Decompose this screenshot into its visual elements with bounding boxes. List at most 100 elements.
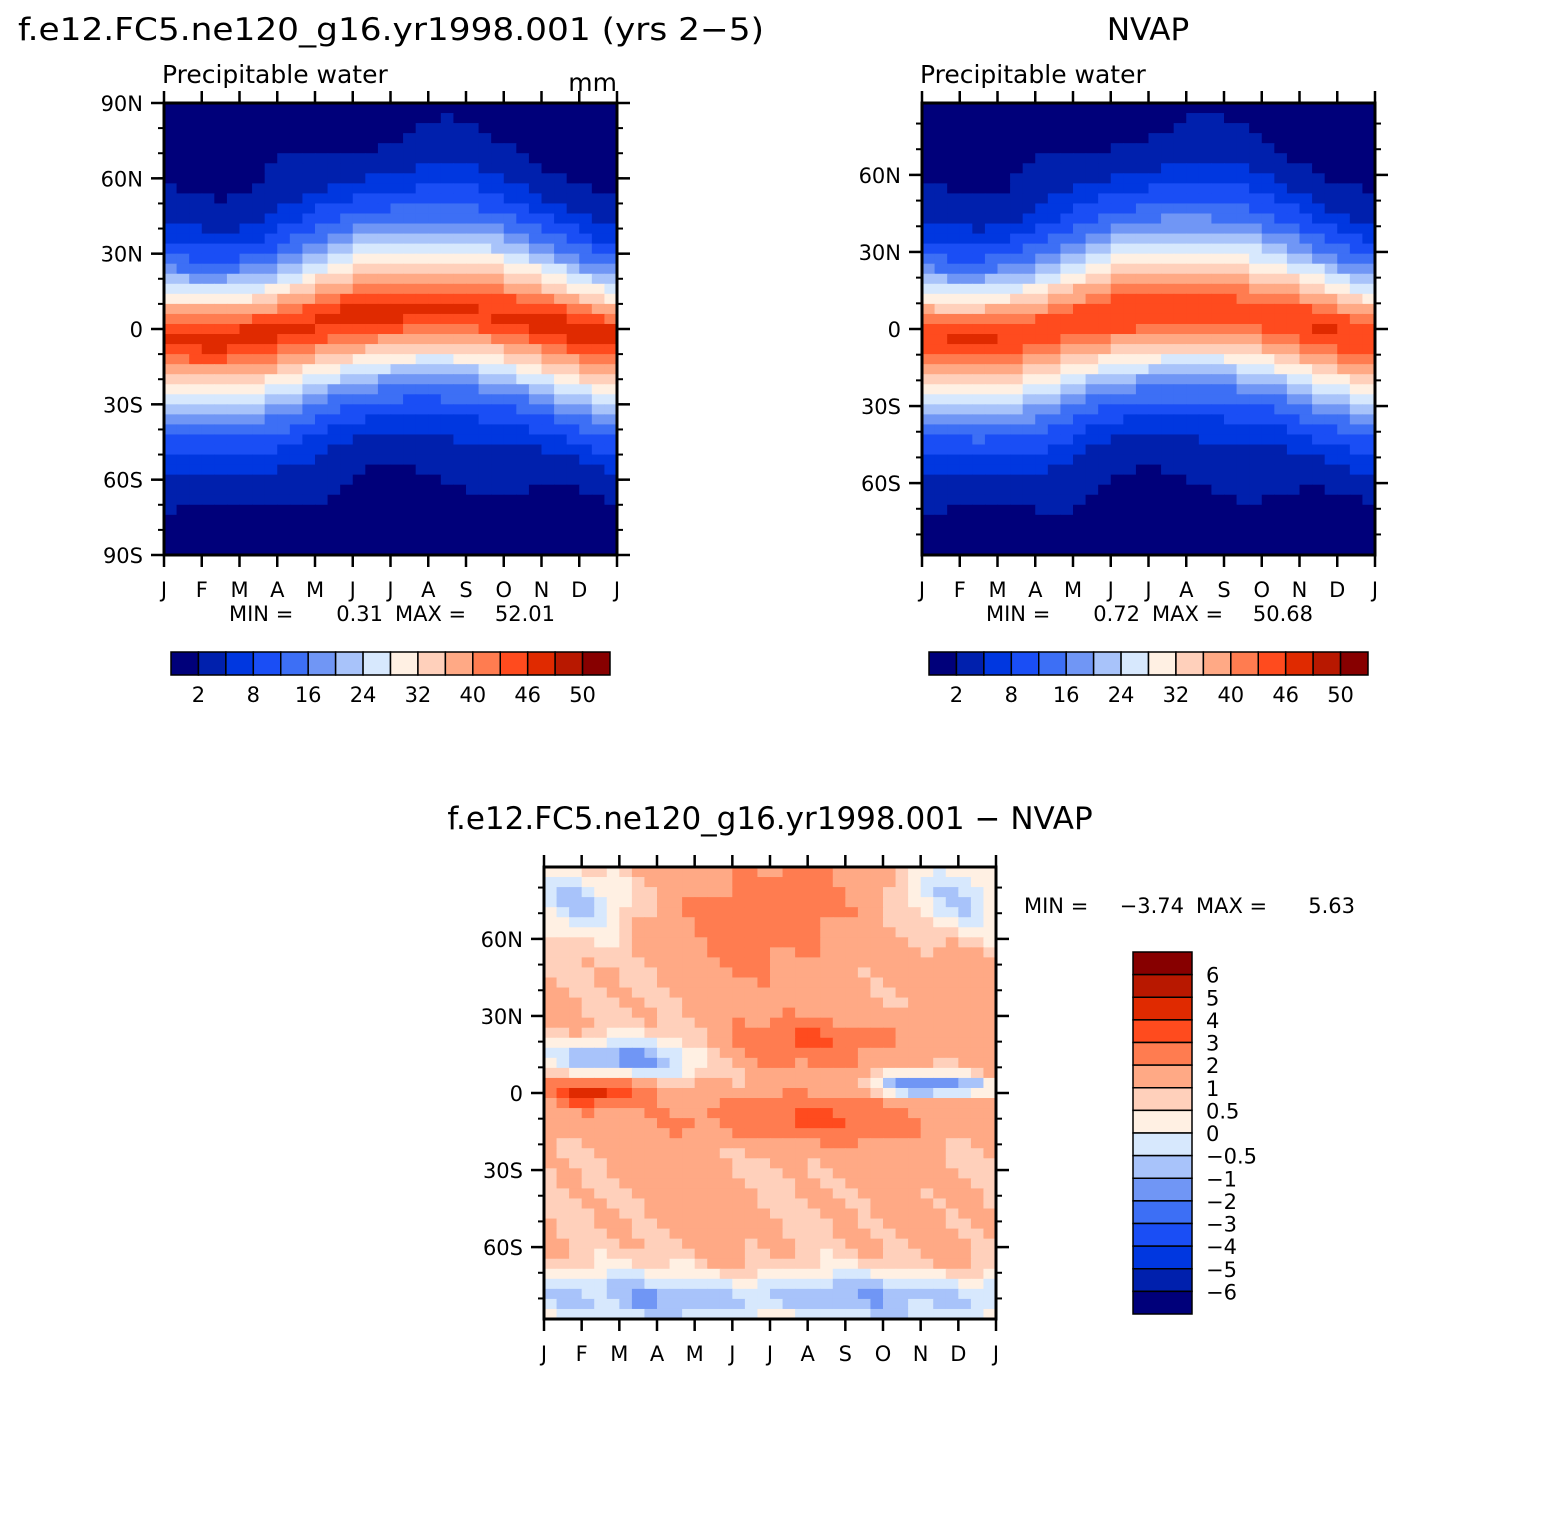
field-cell	[947, 364, 961, 375]
field-cell	[657, 1238, 671, 1250]
field-cell	[770, 1208, 784, 1220]
field-cell	[516, 364, 530, 375]
field-cell	[1148, 464, 1162, 476]
field-cell	[1073, 354, 1087, 365]
field-cell	[984, 334, 999, 345]
field-cell	[541, 193, 555, 205]
field-cell	[1274, 404, 1288, 415]
field-cell	[757, 1047, 771, 1059]
panel2-title: NVAP	[1107, 12, 1189, 48]
field-cell	[1098, 203, 1112, 215]
field-cell	[164, 183, 178, 194]
field-cell	[959, 434, 973, 446]
field-cell	[1312, 243, 1326, 255]
field-cell	[644, 1198, 658, 1210]
field-cell	[1337, 273, 1351, 285]
field-cell	[895, 997, 909, 1009]
field-cell	[908, 1047, 922, 1059]
field-cell	[1148, 153, 1162, 164]
field-cell	[895, 947, 909, 958]
field-cell	[252, 173, 266, 184]
field-cell	[970, 877, 985, 888]
field-cell	[644, 1178, 658, 1190]
field-cell	[516, 394, 530, 405]
field-cell	[1299, 364, 1313, 375]
field-cell	[1324, 283, 1338, 295]
field-cell	[604, 193, 618, 205]
field-cell	[631, 897, 646, 908]
field-cell	[415, 414, 429, 426]
field-cell	[757, 1108, 771, 1119]
field-cell	[569, 987, 583, 999]
field-cell	[528, 454, 543, 466]
field-cell	[1299, 103, 1313, 114]
field-cell	[970, 1198, 985, 1210]
field-cell	[1198, 434, 1213, 446]
field-cell	[1249, 524, 1263, 536]
field-cell	[770, 1108, 784, 1119]
field-cell	[554, 133, 568, 144]
field-cell	[556, 1178, 570, 1190]
field-cell	[1299, 424, 1313, 436]
field-cell	[1161, 454, 1175, 466]
field-cell	[327, 113, 341, 124]
field-cell	[1123, 183, 1137, 194]
field-cell	[657, 997, 671, 1009]
field-cell	[377, 133, 392, 144]
field-cell	[214, 474, 228, 486]
field-cell	[591, 374, 606, 385]
field-cell	[958, 917, 972, 928]
y-tick-label: 30S	[103, 393, 143, 417]
field-cell	[516, 243, 530, 255]
field-cell	[933, 1138, 947, 1149]
field-cell	[1085, 233, 1099, 245]
field-cell	[453, 424, 467, 436]
field-cell	[870, 1067, 884, 1079]
field-cell	[795, 1198, 809, 1210]
field-cell	[959, 364, 973, 375]
colorbar-box	[307, 651, 337, 676]
field-cell	[631, 887, 646, 898]
field-cell	[945, 1027, 959, 1039]
field-cell	[845, 1067, 859, 1079]
field-cell	[1362, 163, 1376, 174]
field-cell	[1173, 384, 1187, 395]
field-cell	[594, 1268, 608, 1280]
field-cell	[503, 163, 517, 174]
field-cell	[289, 233, 304, 245]
field-cell	[807, 957, 821, 969]
field-cell	[694, 1077, 708, 1089]
field-cell	[352, 293, 366, 305]
field-cell	[491, 364, 505, 375]
field-cell	[807, 1098, 821, 1109]
field-cell	[744, 887, 759, 898]
field-cell	[226, 273, 241, 285]
field-cell	[959, 514, 973, 526]
field-cell	[997, 524, 1011, 536]
field-cell	[503, 334, 517, 345]
field-cell	[1098, 474, 1112, 486]
field-cell	[189, 123, 203, 134]
field-cell	[1110, 414, 1124, 426]
field-cell	[453, 213, 467, 225]
field-cell	[252, 434, 266, 446]
field-cell	[1022, 193, 1036, 205]
field-cell	[1047, 143, 1062, 154]
field-cell	[959, 173, 973, 184]
field-cell	[541, 293, 555, 305]
field-cell	[1299, 263, 1313, 275]
field-cell	[1161, 514, 1175, 526]
field-cell	[757, 987, 771, 999]
field-cell	[440, 133, 455, 144]
field-cell	[594, 907, 608, 918]
field-cell	[1135, 464, 1150, 476]
field-cell	[770, 957, 784, 969]
field-cell	[277, 474, 291, 486]
field-cell	[365, 203, 379, 215]
field-cell	[820, 927, 834, 938]
field-cell	[922, 173, 936, 184]
field-cell	[226, 153, 241, 164]
field-cell	[390, 173, 404, 184]
field-cell	[922, 444, 936, 456]
field-cell	[959, 113, 973, 124]
